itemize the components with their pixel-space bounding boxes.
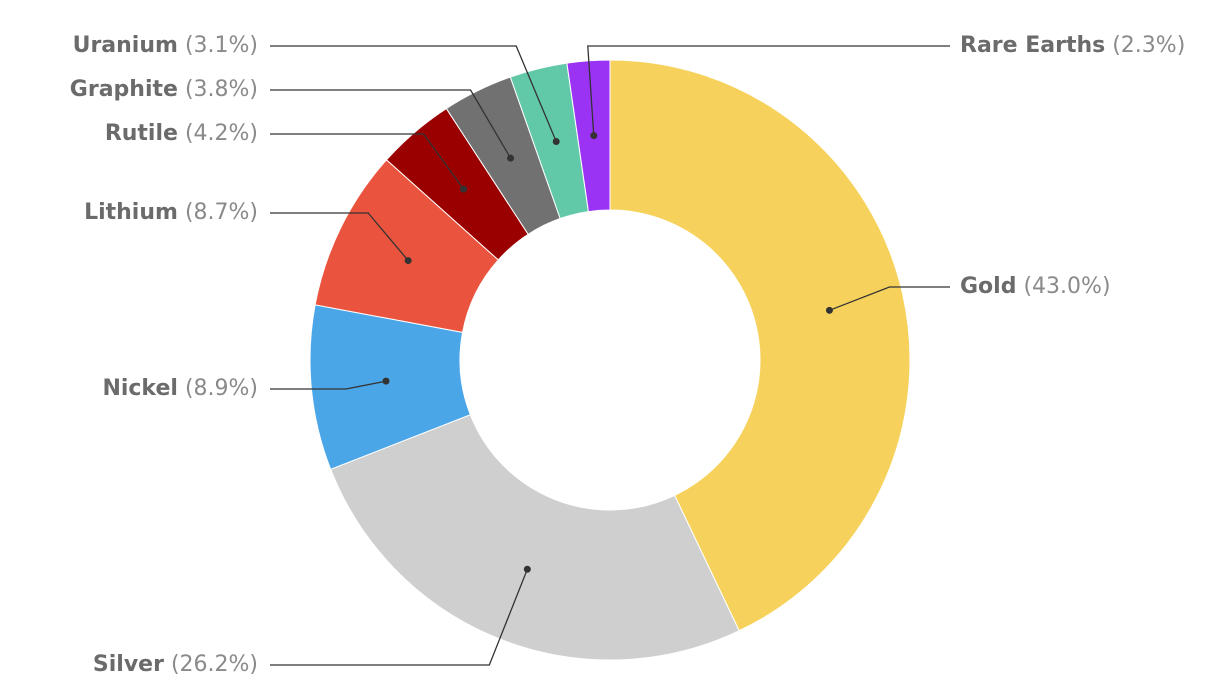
category-name: Nickel: [102, 376, 178, 401]
slice-label: Graphite (3.8%): [70, 77, 258, 102]
leader-line: [270, 89, 512, 159]
category-name: Rutile: [105, 121, 178, 146]
leader-dot: [460, 185, 468, 193]
slice: [609, 59, 911, 632]
slice-label: Nickel (8.9%): [102, 376, 258, 401]
category-name: Rare Earths: [960, 33, 1105, 58]
value-label: (8.7%): [185, 200, 258, 225]
slice-label: Rare Earths (2.3%): [960, 33, 1185, 58]
category-name: Uranium: [73, 33, 178, 58]
category-name: Gold: [960, 274, 1016, 299]
leader-line: [270, 380, 387, 390]
slice-label: Silver (26.2%): [93, 652, 258, 677]
leader-dot: [552, 138, 560, 146]
leader-line: [587, 45, 950, 136]
value-label: (3.1%): [185, 33, 258, 58]
leader-line: [829, 286, 950, 311]
value-label: (26.2%): [171, 652, 258, 677]
value-label: (3.8%): [185, 77, 258, 102]
leader-line: [270, 133, 465, 190]
leader-dot: [382, 377, 390, 385]
leader-dot: [404, 257, 412, 265]
leader-dot: [590, 132, 598, 140]
category-name: Silver: [93, 652, 164, 677]
value-label: (2.3%): [1112, 33, 1185, 58]
value-label: (8.9%): [185, 376, 258, 401]
leader-dot: [825, 306, 833, 314]
leader-line: [270, 45, 557, 142]
slice-label: Gold (43.0%): [960, 274, 1111, 299]
slice-label: Rutile (4.2%): [105, 121, 258, 146]
leader-dot: [507, 154, 515, 162]
slice: [566, 59, 611, 213]
value-label: (43.0%): [1023, 274, 1110, 299]
leader-dot: [523, 565, 531, 573]
slice-label: Lithium (8.7%): [84, 200, 258, 225]
slice-label: Uranium (3.1%): [73, 33, 258, 58]
category-name: Lithium: [84, 200, 178, 225]
leader-line: [270, 212, 409, 261]
slice: [329, 414, 740, 661]
value-label: (4.2%): [185, 121, 258, 146]
category-name: Graphite: [70, 77, 178, 102]
leader-line: [270, 569, 528, 666]
